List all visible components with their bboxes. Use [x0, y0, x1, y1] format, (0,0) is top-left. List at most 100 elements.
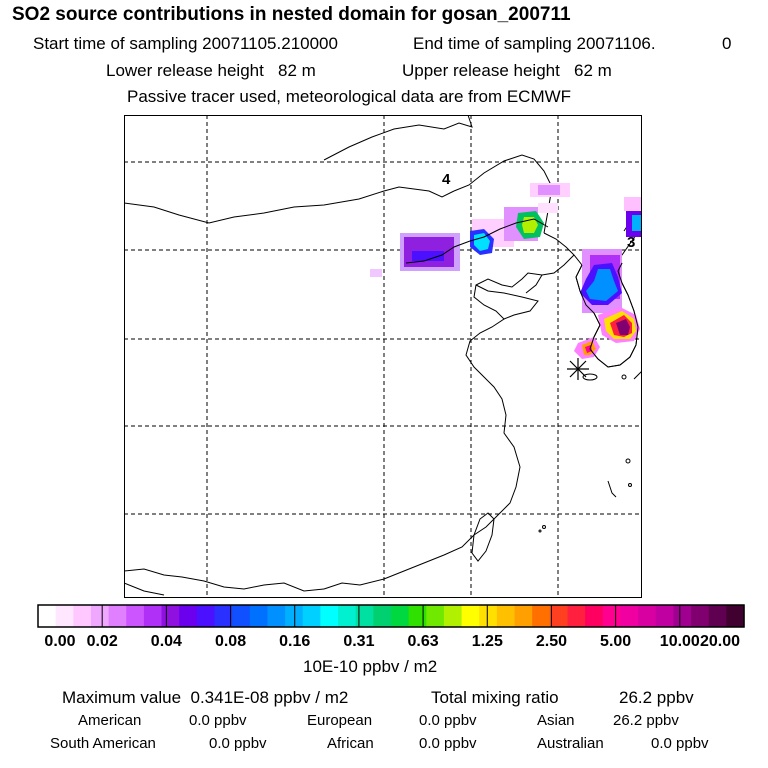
- coastlines: [124, 115, 642, 596]
- colorbar-swatch: [655, 605, 674, 627]
- lower-height-value: 82 m: [278, 61, 316, 80]
- colorbar-tick-label: 2.50: [535, 633, 568, 650]
- total-label: Total mixing ratio: [431, 688, 559, 707]
- korean-peninsula-outline: [575, 262, 639, 368]
- region-name: European: [307, 712, 373, 729]
- region-name: Asian: [537, 712, 575, 729]
- plume-cell: [370, 269, 382, 277]
- colorbar-swatch: [408, 605, 427, 627]
- colorbar-swatch: [461, 605, 480, 627]
- plume-cell: [632, 215, 642, 231]
- colorbar-tick-label: 0.31: [343, 633, 375, 650]
- colorbar-swatch: [214, 605, 233, 627]
- island: [625, 458, 631, 464]
- colorbar-swatch: [426, 605, 445, 627]
- colorbar-tick-label: 1.25: [471, 633, 503, 650]
- island: [538, 529, 542, 533]
- colorbar-tick-label: 10.00: [659, 633, 700, 650]
- jeju-island: [582, 373, 598, 381]
- max-value-line: Maximum value 0.341E-08 ppbv / m2: [62, 688, 348, 708]
- end-time-label: End time of sampling: [413, 34, 572, 53]
- plume-cell: [474, 233, 490, 251]
- region-name: African: [327, 735, 374, 752]
- colorbar-swatch: [285, 605, 304, 627]
- colorbar-swatch: [249, 605, 269, 627]
- colorbar-swatch: [302, 605, 321, 627]
- colorbar-tick-label: 0.16: [279, 633, 311, 650]
- colorbar-swatch: [108, 605, 127, 627]
- start-time-line: Start time of sampling 20071105.210000: [33, 34, 338, 54]
- colorbar-swatch: [355, 605, 374, 627]
- colorbar-swatch: [320, 605, 339, 627]
- island: [628, 483, 632, 487]
- concentration-plume: [370, 183, 642, 359]
- upper-height-label: Upper release height: [402, 61, 560, 80]
- colorbar-swatch: [496, 605, 516, 627]
- max-value: 0.341E-08 ppbv / m2: [190, 688, 349, 707]
- colorbar-swatch: [267, 605, 286, 627]
- map-panel: 4 3: [124, 115, 642, 598]
- colorbar-swatch: [179, 605, 198, 627]
- island: [621, 374, 627, 380]
- end-time-value: 20071106.: [576, 34, 656, 53]
- end-time-tail: 0: [722, 34, 732, 53]
- lower-height-line: Lower release height 82 m: [106, 61, 316, 81]
- colorbar-swatch: [726, 605, 745, 627]
- lower-height-label: Lower release height: [106, 61, 264, 80]
- region-name: American: [78, 712, 142, 729]
- total-mixing-value: 26.2 ppbv: [619, 688, 694, 707]
- colorbar-swatch: [514, 605, 533, 627]
- plume-cell: [624, 197, 642, 211]
- colorbar-swatch: [691, 605, 710, 627]
- colorbar-swatch: [602, 605, 622, 627]
- colorbar-swatch: [638, 605, 657, 627]
- colorbar-units: 10E-10 ppbv / m2: [303, 657, 438, 676]
- colorbar-swatch: [338, 605, 357, 627]
- colorbar-swatch: [673, 605, 692, 627]
- tracer-note: Passive tracer used, meteorological data…: [127, 87, 572, 106]
- colorbar-swatch: [143, 605, 163, 627]
- region-label-3: 3: [627, 234, 635, 251]
- colorbar-swatch: [373, 605, 392, 627]
- northern-border: [323, 115, 473, 161]
- receptor-marker: [567, 358, 589, 380]
- colorbar-swatch: [567, 605, 586, 627]
- region-value: 26.2 ppbv: [613, 712, 679, 729]
- colorbar-tick-label: 0.04: [150, 633, 182, 650]
- region-value: 0.0 ppbv: [419, 712, 477, 729]
- region-name: South American: [50, 735, 156, 752]
- island: [607, 480, 617, 498]
- china-coast: [323, 254, 575, 590]
- colorbar-swatch: [232, 605, 251, 627]
- plume-cell: [616, 319, 630, 335]
- map-frame: [124, 115, 642, 598]
- colorbar-swatch: [549, 605, 569, 627]
- colorbar-tick-label: 0.00: [44, 633, 76, 650]
- colorbar-swatch: [196, 605, 216, 627]
- colorbar-frame: [37, 604, 745, 628]
- region-label-4: 4: [442, 171, 451, 188]
- plume-coast-outline: [405, 218, 549, 264]
- colorbar-swatch: [126, 605, 145, 627]
- colorbar-swatch: [620, 605, 639, 627]
- taiwan-island: [471, 512, 495, 562]
- plume-cell: [538, 185, 560, 195]
- colorbar-swatch: [73, 605, 92, 627]
- total-mixing-line: Total mixing ratio: [431, 688, 559, 708]
- plume-cell: [412, 251, 444, 261]
- japan-coast: [633, 370, 642, 380]
- region-value: 0.0 ppbv: [209, 735, 267, 752]
- shandong-peninsula: [475, 284, 539, 320]
- colorbar-tick-label: 0.02: [86, 633, 118, 650]
- upper-height-line: Upper release height 62 m: [402, 61, 612, 81]
- colorbar-swatch: [90, 605, 110, 627]
- southern-border: [124, 568, 325, 592]
- colorbar-swatch: [55, 605, 74, 627]
- region-value: 0.0 ppbv: [419, 735, 477, 752]
- start-time-label: Start time of sampling: [33, 34, 198, 53]
- colorbar-tick-label: 20.00: [699, 633, 741, 650]
- colorbar-swatch: [532, 605, 551, 627]
- island: [542, 525, 546, 529]
- colorbar-swatch: [479, 605, 498, 627]
- liaodong-peninsula: [525, 274, 543, 294]
